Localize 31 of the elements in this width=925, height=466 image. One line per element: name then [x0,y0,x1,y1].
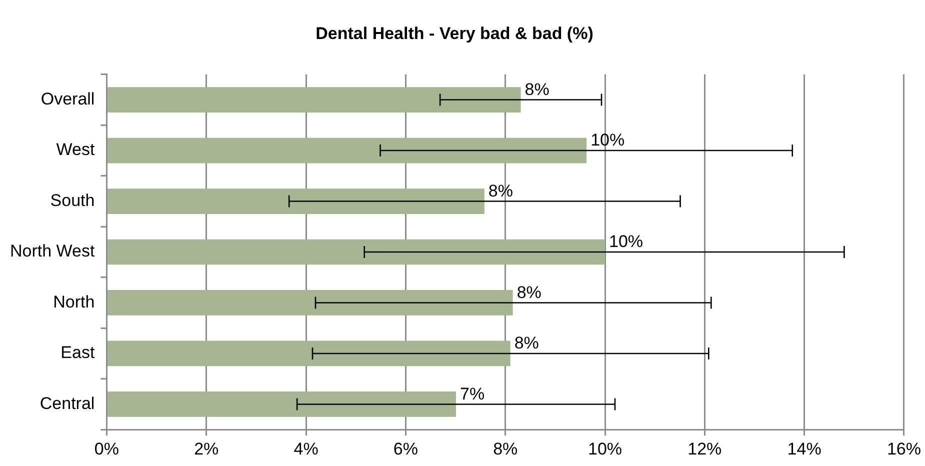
y-tick-label: North West [10,242,95,261]
x-tick-label: 14% [787,439,822,458]
bar [107,188,484,214]
data-label: 8% [524,80,550,99]
x-tick-label: 0% [94,439,119,458]
y-tick-label: Overall [40,89,95,108]
bar [107,340,510,366]
y-tick-label: East [60,343,95,362]
bar [107,87,521,112]
x-tick-label: 4% [294,439,318,458]
x-tick-label: 12% [688,439,722,458]
x-tick-label: 10% [588,439,622,458]
data-label: 10% [590,130,625,150]
y-tick-label: Central [40,394,95,413]
bar [107,392,456,417]
x-tick-label: 6% [393,439,418,458]
chart-title: Dental Health - Very bad & bad (%) [316,24,594,43]
y-tick-label: North [53,292,95,312]
data-label: 8% [516,282,542,302]
data-label: 10% [609,232,644,252]
data-label: 8% [514,334,539,353]
x-tick-label: 8% [493,439,518,458]
y-tick-label: South [50,190,95,210]
x-tick-label: 16% [886,439,922,458]
y-tick-label: West [56,140,95,160]
bar [107,290,513,316]
x-tick-label: 2% [194,439,219,458]
bar [107,138,587,164]
bar [107,239,606,265]
data-label: 8% [488,181,513,200]
data-label: 7% [460,384,485,404]
